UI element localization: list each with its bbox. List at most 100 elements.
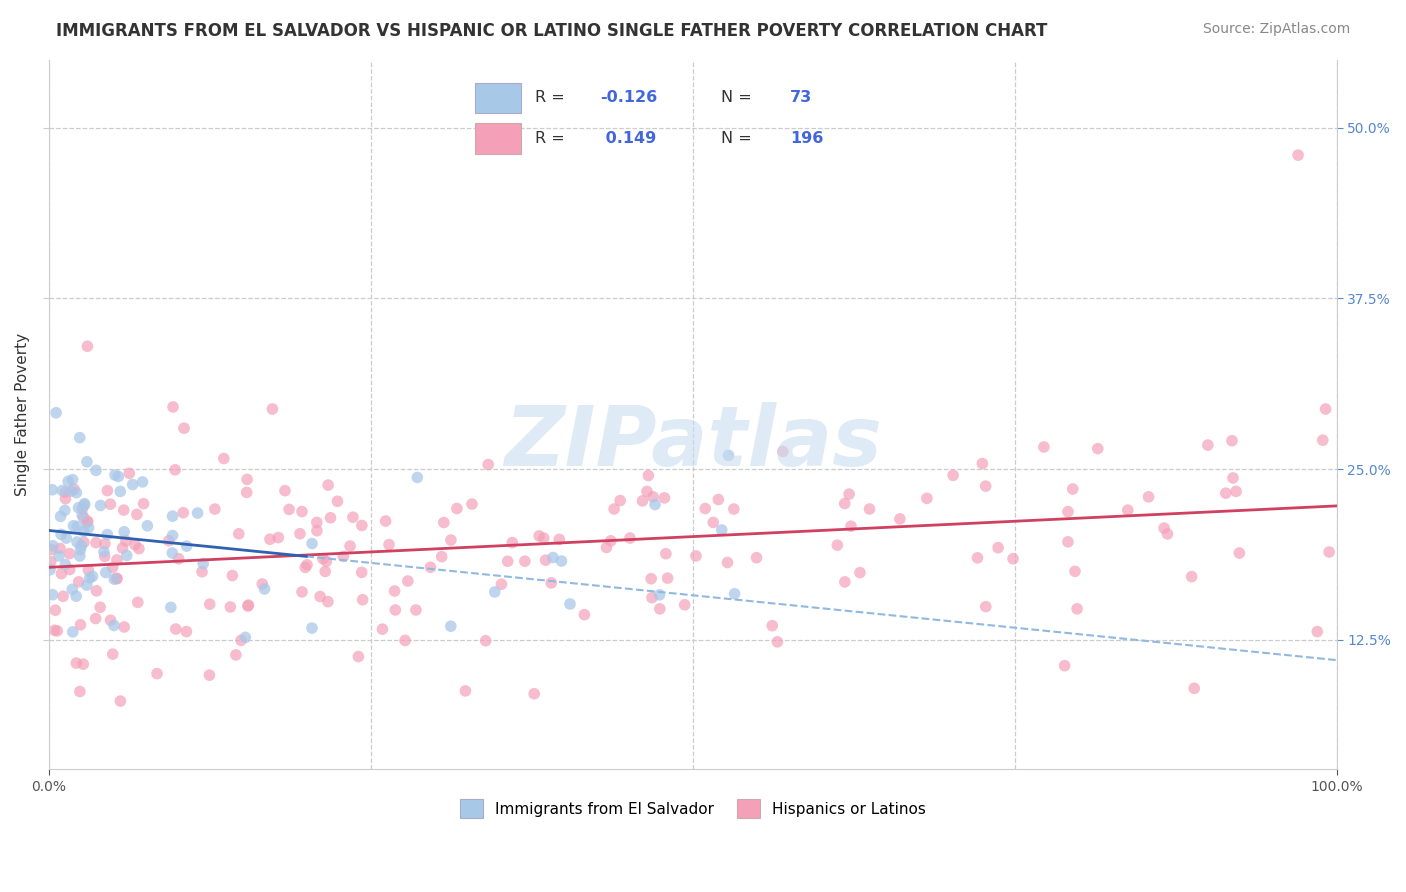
Point [105, 553, 128, 567]
Point [849, 566, 872, 580]
Point [609, 493, 631, 508]
Point [723, 502, 745, 516]
Point [60, 483, 83, 498]
Point [100, 613, 122, 627]
Point [685, 549, 707, 563]
Point [1156, 527, 1178, 541]
Point [484, 585, 506, 599]
Point [41, 542, 63, 557]
Point [105, 571, 128, 585]
Point [96, 527, 118, 541]
Point [419, 560, 441, 574]
Point [107, 469, 129, 483]
Point [162, 528, 184, 542]
Point [513, 554, 536, 568]
Point [987, 541, 1010, 555]
Point [49, 541, 72, 556]
Point [1087, 442, 1109, 456]
Point [838, 487, 860, 501]
Point [66, 519, 89, 533]
Point [112, 620, 135, 634]
Point [125, 508, 148, 522]
Point [1306, 624, 1329, 639]
Point [235, 631, 257, 645]
Text: ZIPatlas: ZIPatlas [503, 402, 882, 483]
Point [378, 538, 401, 552]
Point [132, 497, 155, 511]
Point [231, 633, 253, 648]
Point [84, 463, 107, 477]
Point [394, 633, 416, 648]
Point [446, 501, 468, 516]
Point [350, 566, 373, 580]
Point [599, 533, 621, 548]
Point [523, 687, 546, 701]
Point [67, 574, 90, 589]
Point [93, 549, 115, 564]
Point [104, 468, 127, 483]
Point [60, 582, 83, 597]
Point [69, 542, 91, 557]
Point [1317, 545, 1340, 559]
Point [65, 589, 87, 603]
Point [1215, 486, 1237, 500]
Point [55, 558, 77, 572]
Point [62, 473, 84, 487]
Point [198, 597, 221, 611]
Point [94, 566, 117, 580]
Point [491, 577, 513, 591]
Point [98, 497, 121, 511]
Point [49, 509, 72, 524]
Point [550, 554, 572, 568]
Point [637, 468, 659, 483]
Point [654, 491, 676, 505]
Point [1057, 534, 1080, 549]
Point [162, 400, 184, 414]
Point [889, 512, 911, 526]
Point [834, 574, 856, 589]
Point [121, 477, 143, 491]
Point [717, 448, 740, 462]
Point [118, 467, 141, 481]
Point [1222, 471, 1244, 485]
Point [644, 498, 666, 512]
Point [655, 547, 678, 561]
Point [533, 531, 555, 545]
Point [406, 470, 429, 484]
Point [558, 597, 581, 611]
Point [371, 622, 394, 636]
Point [352, 592, 374, 607]
Point [56, 475, 79, 489]
Point [305, 524, 328, 538]
Point [44, 624, 66, 638]
Point [58, 547, 80, 561]
Point [90, 499, 112, 513]
Point [82, 569, 104, 583]
Point [165, 622, 187, 636]
Point [228, 526, 250, 541]
Point [167, 551, 190, 566]
Point [44, 603, 66, 617]
Point [319, 510, 342, 524]
Point [89, 600, 111, 615]
Point [94, 537, 117, 551]
Point [1227, 546, 1250, 560]
Point [574, 607, 596, 622]
Point [657, 571, 679, 585]
Point [339, 539, 361, 553]
Point [315, 554, 337, 568]
Point [77, 563, 100, 577]
Text: Source: ZipAtlas.com: Source: ZipAtlas.com [1202, 22, 1350, 37]
Point [69, 431, 91, 445]
Point [374, 514, 396, 528]
Point [619, 531, 641, 545]
Point [236, 599, 259, 613]
Point [51, 566, 73, 581]
Point [827, 538, 849, 552]
Point [636, 484, 658, 499]
Point [702, 516, 724, 530]
Point [73, 497, 96, 511]
Point [110, 484, 132, 499]
Point [72, 657, 94, 672]
Point [527, 529, 550, 543]
